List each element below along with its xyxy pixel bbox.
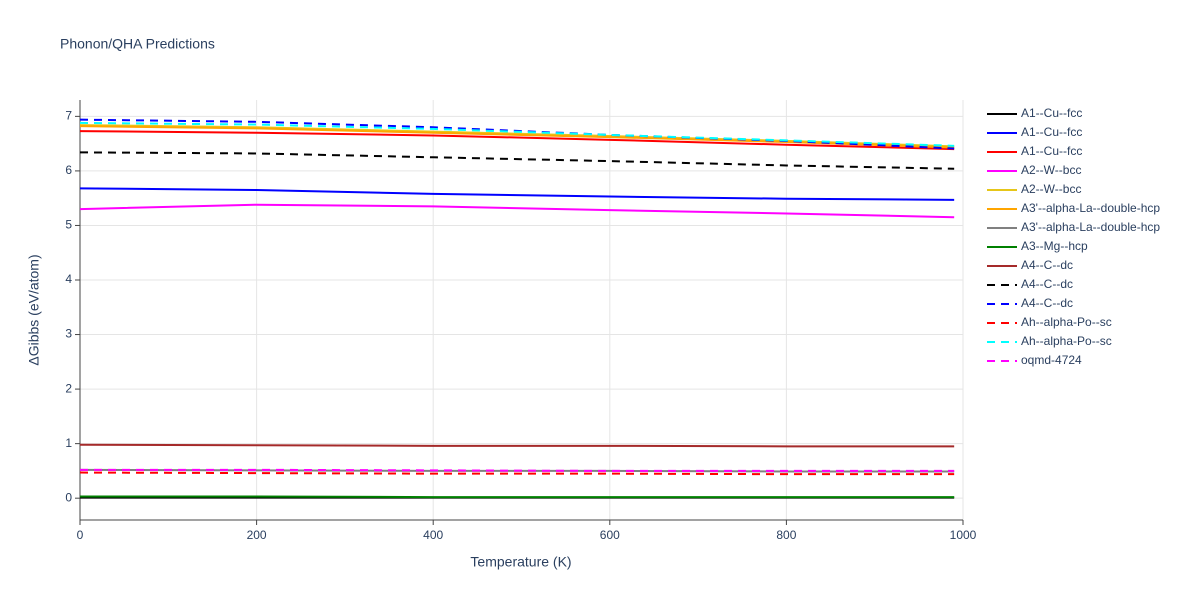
y-tick-label: 0 [65,490,72,504]
series-line [79,121,955,147]
y-tick-label: 7 [65,109,72,123]
legend-label: oqmd-4724 [1021,353,1082,367]
y-tick-label: 2 [65,381,72,395]
y-tick-label: 4 [65,272,72,286]
legend-label: A4--C--dc [1021,296,1073,310]
legend-label: A2--W--bcc [1021,163,1081,177]
x-tick-label: 1000 [950,528,977,542]
legend-label: A4--C--dc [1021,258,1073,272]
series-line [79,203,955,219]
series-line [79,187,955,201]
series-line [79,130,955,151]
x-tick-label: 200 [247,528,267,542]
y-tick-label: 1 [65,436,72,450]
series-line [80,495,955,499]
y-tick-label: 6 [65,163,72,177]
y-axis-title: ΔGibbs (eV/atom) [26,254,42,365]
series-line [79,471,955,476]
legend-label: A1--Cu--fcc [1021,125,1082,139]
legend-label: Ah--alpha-Po--sc [1021,315,1112,329]
x-tick-label: 800 [776,528,796,542]
y-tick-label: 3 [65,327,72,341]
x-tick-label: 600 [600,528,620,542]
series-line [79,443,955,448]
legend-label: A4--C--dc [1021,277,1073,291]
y-tick-label: 5 [65,218,72,232]
x-axis-title: Temperature (K) [470,554,571,570]
legend-label: A3--Mg--hcp [1021,239,1088,253]
legend-label: A3'--alpha-La--double-hcp [1021,220,1160,234]
legend-label: A1--Cu--fcc [1021,106,1082,120]
x-tick-label: 400 [423,528,443,542]
legend-label: A3'--alpha-La--double-hcp [1021,201,1160,215]
series-line [79,151,955,170]
series-line [80,468,955,472]
x-tick-label: 0 [77,528,84,542]
chart-title: Phonon/QHA Predictions [60,36,215,52]
legend-label: A2--W--bcc [1021,182,1081,196]
legend-label: A1--Cu--fcc [1021,144,1082,158]
legend-label: Ah--alpha-Po--sc [1021,334,1112,348]
